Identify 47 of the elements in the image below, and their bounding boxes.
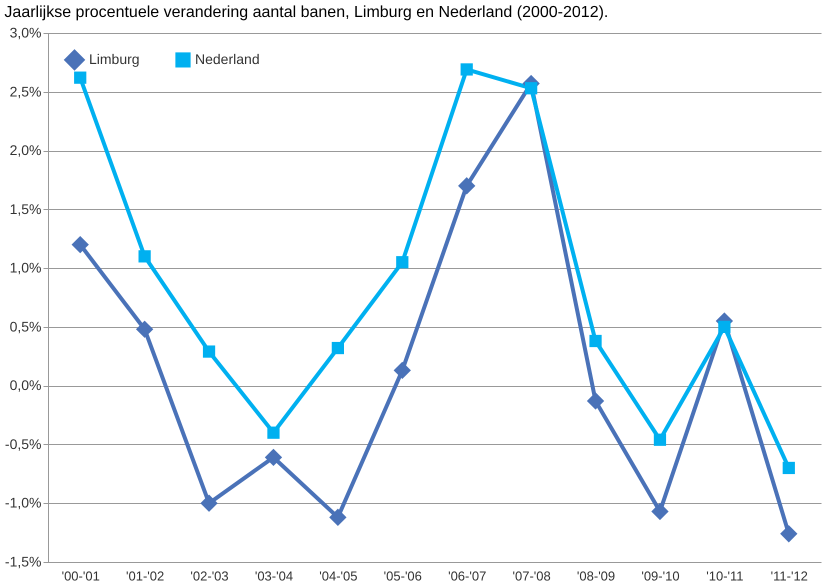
y-tick-label: -1,0% (4, 494, 42, 511)
y-tick-label: 0,0% (10, 377, 42, 394)
y-tick-label: 2,0% (10, 142, 42, 158)
point (589, 334, 602, 348)
x-tick-label: '07-'08 (512, 568, 551, 584)
y-tick-label: 1,0% (10, 260, 42, 276)
y-tick-label: 2,5% (10, 83, 42, 100)
point (718, 320, 730, 334)
x-tick-label: '04-'05 (319, 568, 358, 584)
x-tick-label: '11-'12 (770, 568, 808, 584)
y-tick-label: -1,5% (4, 554, 42, 570)
legend-label: Nederland (195, 50, 260, 67)
x-tick-label: '02-'03 (190, 568, 229, 584)
x-tick-label: '06-'07 (448, 568, 486, 584)
point (780, 525, 798, 542)
point (332, 342, 344, 354)
x-tick-label: '10-'11 (706, 568, 744, 584)
y-tick-label: 0,5% (10, 318, 42, 334)
point (267, 426, 280, 439)
point (138, 250, 151, 262)
point (460, 63, 473, 76)
point (586, 392, 604, 410)
x-tick-label: '00-'01 (62, 568, 100, 584)
point (525, 82, 538, 94)
x-tick-label: '03-'04 (254, 568, 294, 584)
y-tick-label: -0,5% (4, 436, 42, 452)
legend-label: Limburg (89, 50, 140, 67)
point (74, 72, 86, 84)
y-tick-label: 3,0% (10, 24, 42, 40)
point (72, 236, 89, 254)
point (136, 320, 154, 338)
y-tick-label: 1,5% (10, 200, 42, 217)
chart-title: Jaarlijkse procentuele verandering aantal banen, Limburg en Nederland (2000-2012). (4, 4, 608, 21)
x-tick-label: '05-'06 (384, 568, 422, 584)
point (202, 345, 216, 358)
point (200, 494, 218, 512)
point (651, 502, 669, 520)
point (329, 508, 347, 526)
point (458, 177, 476, 194)
point (394, 362, 411, 380)
point (654, 434, 666, 446)
point (264, 448, 282, 466)
point (396, 256, 408, 268)
x-tick-label: '08-'09 (576, 568, 616, 584)
x-tick-label: '09-'10 (641, 568, 680, 584)
point (782, 462, 795, 474)
x-tick-label: '01-'02 (126, 568, 164, 584)
